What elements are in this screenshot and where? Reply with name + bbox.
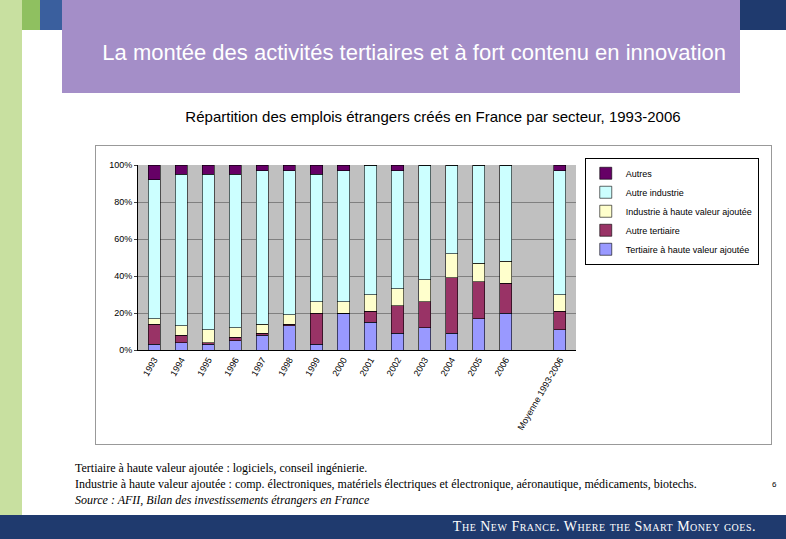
svg-text:2001: 2001 [357,356,376,378]
svg-text:40%: 40% [114,271,132,281]
svg-text:2002: 2002 [385,356,404,378]
svg-text:2004: 2004 [439,356,458,378]
svg-text:1998: 1998 [276,356,295,378]
svg-text:1994: 1994 [168,356,187,378]
html-text:La montée des activités tertia: La montée des activités tertiaires et à … [102,40,726,65]
svg-text:2005: 2005 [466,356,485,378]
svg-text:60%: 60% [114,234,132,244]
svg-text:1996: 1996 [222,356,241,378]
svg-text:20%: 20% [114,308,132,318]
svg-text:1997: 1997 [249,356,268,378]
svg-text:2006: 2006 [493,356,512,378]
svg-text:Autre tertiaire: Autre tertiaire [626,226,680,236]
html-text:Tertiaire à haute valeur ajout: Tertiaire à haute valeur ajoutée : logic… [75,461,368,475]
svg-text:1993: 1993 [141,356,160,378]
svg-text:2003: 2003 [412,356,431,378]
svg-text:Tertiaire à haute valeur ajout: Tertiaire à haute valeur ajoutée [626,245,750,255]
html-text:6: 6 [772,480,777,489]
html-text:The New France. Where the Smar: The New France. Where the Smart Money go… [452,519,756,534]
svg-text:2000: 2000 [330,356,349,378]
svg-text:Autre industrie: Autre industrie [626,188,684,198]
svg-text:1995: 1995 [195,356,214,378]
svg-text:Industrie à haute valeur ajout: Industrie à haute valeur ajoutée [626,207,752,217]
svg-text:80%: 80% [114,197,132,207]
html-text:Répartition des emplois étrang: Répartition des emplois étrangers créés … [185,108,681,125]
svg-text:Moyenne 1993-2006: Moyenne 1993-2006 [515,356,565,433]
svg-text:Autres: Autres [626,169,653,179]
svg-text:100%: 100% [109,160,132,170]
html-text:Source : AFII, Bilan des inves: Source : AFII, Bilan des investissements… [75,493,370,507]
svg-text:1999: 1999 [303,356,322,378]
html-text:Industrie à haute valeur ajout: Industrie à haute valeur ajoutée : comp.… [75,477,697,491]
svg-text:0%: 0% [119,345,132,355]
